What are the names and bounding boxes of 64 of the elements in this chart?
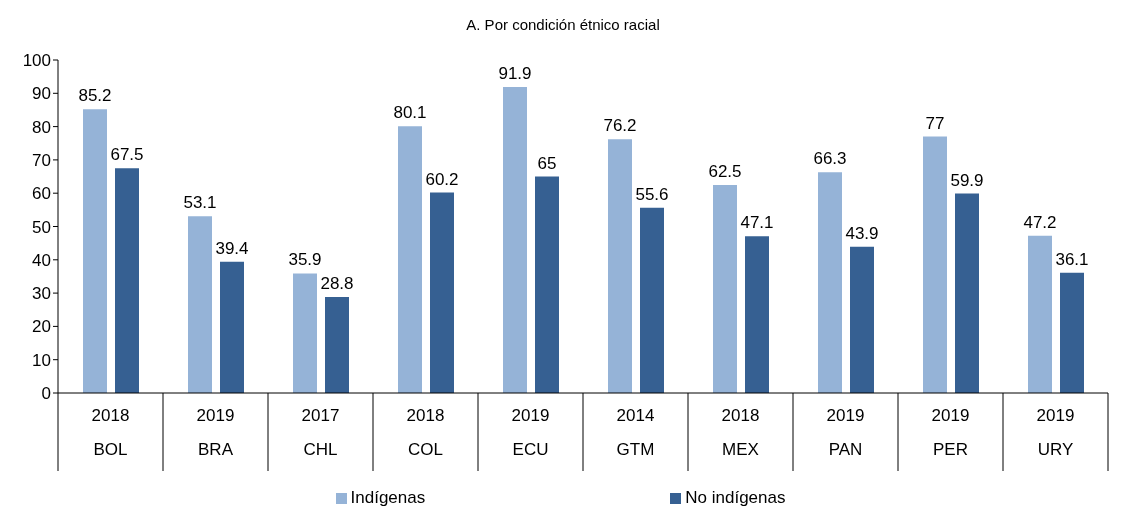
bar bbox=[1060, 272, 1084, 393]
y-tick-label: 100 bbox=[22, 51, 51, 71]
legend-label: Indígenas bbox=[349, 488, 426, 508]
x-tick-label: 2018 MEX bbox=[721, 406, 760, 459]
bar bbox=[398, 126, 422, 393]
bar bbox=[188, 216, 212, 393]
bar bbox=[503, 86, 527, 393]
data-label: 43.9 bbox=[845, 223, 879, 243]
data-label: 66.3 bbox=[813, 149, 847, 169]
data-label: 62.5 bbox=[708, 161, 742, 181]
y-tick-label: 70 bbox=[32, 150, 51, 170]
bar bbox=[293, 273, 317, 393]
bar bbox=[640, 207, 664, 393]
data-label: 67.5 bbox=[110, 145, 144, 165]
x-tick-label: 2018 BOL bbox=[91, 406, 130, 459]
chart-title: A. Por condición étnico racial bbox=[465, 16, 661, 33]
bar bbox=[850, 246, 874, 393]
bar bbox=[745, 236, 769, 393]
data-label: 80.1 bbox=[393, 103, 427, 123]
x-tick-label: 2017 CHL bbox=[301, 406, 340, 459]
y-tick-label: 20 bbox=[32, 317, 51, 337]
bar bbox=[1028, 235, 1052, 393]
data-label: 36.1 bbox=[1055, 249, 1089, 269]
y-tick-label: 90 bbox=[32, 84, 51, 104]
bar bbox=[220, 261, 244, 393]
data-label: 35.9 bbox=[288, 250, 322, 270]
x-tick-label: 2019 PAN bbox=[826, 406, 865, 459]
y-tick-label: 0 bbox=[41, 384, 51, 404]
bar bbox=[818, 172, 842, 393]
bar bbox=[430, 192, 454, 393]
x-tick-label: 2019 URY bbox=[1036, 406, 1075, 459]
data-label: 39.4 bbox=[215, 238, 249, 258]
bar bbox=[535, 176, 559, 393]
y-tick-label: 80 bbox=[32, 117, 51, 137]
data-label: 55.6 bbox=[635, 184, 669, 204]
bar bbox=[325, 297, 349, 393]
data-label: 91.9 bbox=[498, 63, 532, 83]
data-label: 76.2 bbox=[603, 116, 637, 136]
bar bbox=[955, 193, 979, 393]
legend-label: No indígenas bbox=[684, 488, 786, 508]
bar bbox=[713, 184, 737, 393]
x-tick-label: 2019 PER bbox=[931, 406, 970, 459]
data-label: 65 bbox=[537, 153, 557, 173]
x-tick-label: 2014 GTM bbox=[616, 406, 655, 459]
x-tick-label: 2018 COL bbox=[406, 406, 445, 459]
data-label: 47.1 bbox=[740, 213, 774, 233]
data-label: 77 bbox=[925, 113, 945, 133]
data-label: 85.2 bbox=[78, 86, 112, 106]
y-tick-label: 60 bbox=[32, 184, 51, 204]
bar bbox=[115, 168, 139, 393]
y-tick-label: 40 bbox=[32, 250, 51, 270]
x-tick-label: 2019 ECU bbox=[511, 406, 550, 459]
data-label: 53.1 bbox=[183, 193, 217, 213]
y-tick-label: 30 bbox=[32, 284, 51, 304]
y-tick-label: 10 bbox=[32, 350, 51, 370]
data-label: 59.9 bbox=[950, 170, 984, 190]
bar bbox=[608, 139, 632, 393]
data-label: 60.2 bbox=[425, 169, 459, 189]
y-tick-label: 50 bbox=[32, 217, 51, 237]
data-label: 47.2 bbox=[1023, 212, 1057, 232]
data-label: 28.8 bbox=[320, 274, 354, 294]
bar bbox=[923, 136, 947, 393]
x-tick-label: 2019 BRA bbox=[196, 406, 235, 459]
bar bbox=[83, 109, 107, 393]
